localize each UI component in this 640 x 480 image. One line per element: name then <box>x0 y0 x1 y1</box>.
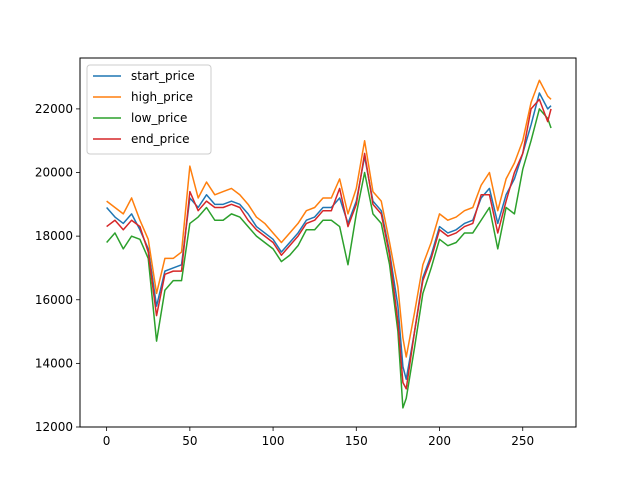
x-tick-label: 50 <box>182 434 197 448</box>
series-line-end-price <box>106 98 552 390</box>
series-line-high-price <box>106 79 552 358</box>
legend-label-low-price: low_price <box>131 111 187 125</box>
legend-label-end-price: end_price <box>131 132 189 146</box>
legend-label-high-price: high_price <box>131 90 193 104</box>
y-axis: 12000 14000 16000 18000 20000 22000 <box>35 102 80 434</box>
legend-box <box>86 64 212 155</box>
y-tick-label: 12000 <box>35 420 73 434</box>
y-tick-label: 20000 <box>35 166 73 180</box>
y-tick-label: 16000 <box>35 293 73 307</box>
x-tick-label: 100 <box>262 434 285 448</box>
y-tick-label: 18000 <box>35 229 73 243</box>
x-axis: 0 50 100 150 200 250 <box>103 427 534 448</box>
x-tick-label: 150 <box>345 434 368 448</box>
series-line-low-price <box>106 108 552 409</box>
y-tick-label: 14000 <box>35 356 73 370</box>
plot-frame <box>79 57 577 428</box>
series-layer <box>106 79 552 409</box>
x-tick-label: 250 <box>511 434 534 448</box>
legend-label-start-price: start_price <box>131 69 195 83</box>
legend: start_price high_price low_price end_price <box>86 64 212 155</box>
x-tick-label: 200 <box>428 434 451 448</box>
y-tick-label: 22000 <box>35 102 73 116</box>
x-tick-label: 0 <box>103 434 111 448</box>
